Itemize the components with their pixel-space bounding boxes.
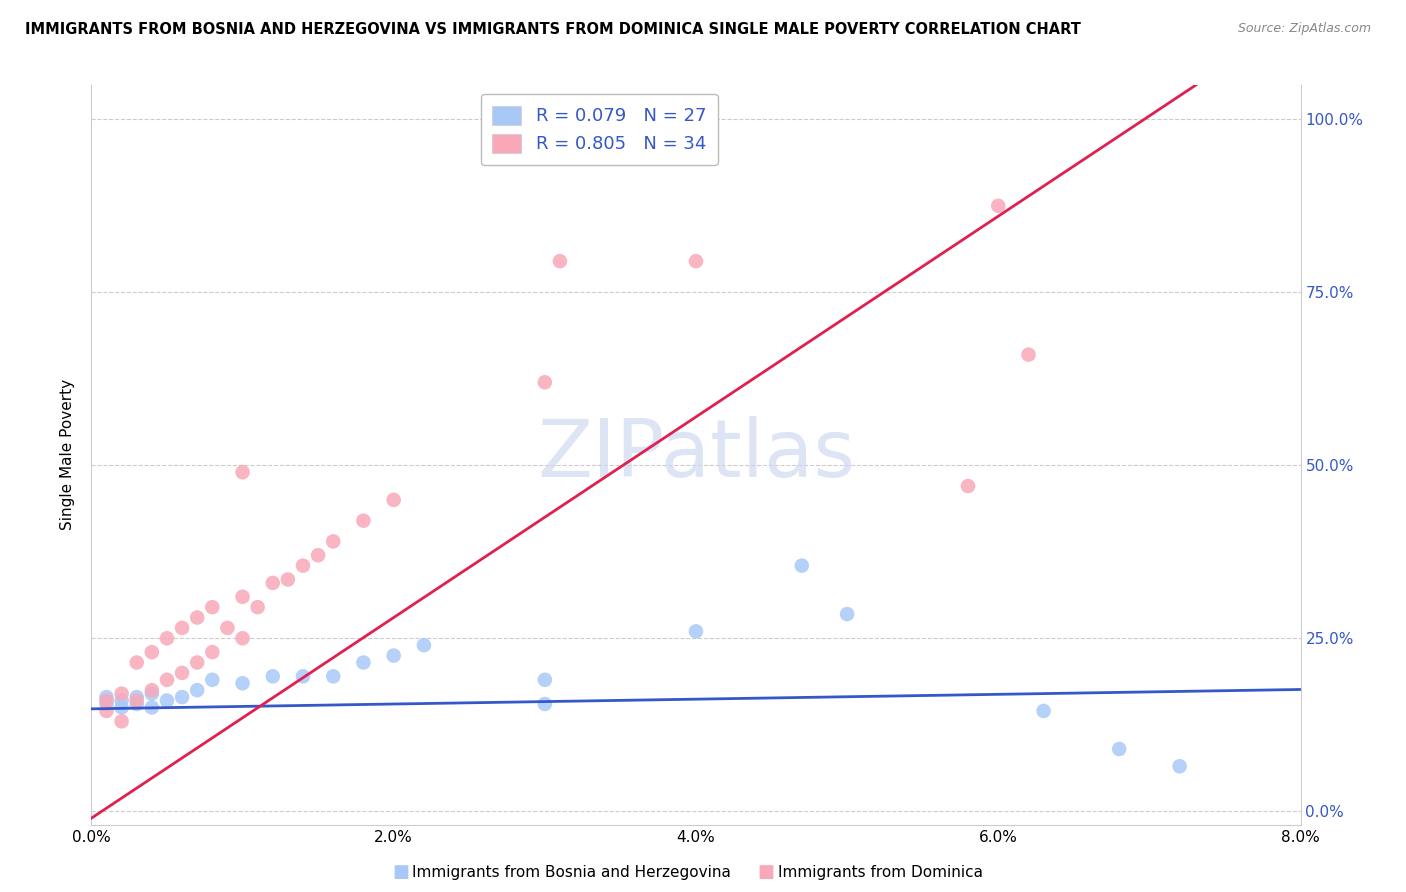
Point bbox=[141, 683, 163, 698]
Point bbox=[533, 673, 555, 687]
Point bbox=[96, 690, 118, 704]
Point bbox=[231, 590, 253, 604]
Point bbox=[262, 576, 284, 591]
Point bbox=[292, 558, 315, 573]
Point bbox=[141, 687, 163, 701]
Point bbox=[125, 690, 148, 704]
Point bbox=[956, 479, 979, 493]
Point bbox=[217, 621, 239, 635]
Text: Immigrants from Dominica: Immigrants from Dominica bbox=[778, 865, 983, 880]
Point bbox=[292, 669, 315, 683]
Text: Source: ZipAtlas.com: Source: ZipAtlas.com bbox=[1237, 22, 1371, 36]
Point bbox=[111, 687, 132, 701]
Point bbox=[186, 656, 208, 670]
Y-axis label: Single Male Poverty: Single Male Poverty bbox=[60, 379, 76, 531]
Point bbox=[111, 714, 132, 729]
Text: ■: ■ bbox=[758, 863, 775, 881]
Point bbox=[231, 632, 253, 646]
Point bbox=[548, 254, 571, 268]
Text: Immigrants from Bosnia and Herzegovina: Immigrants from Bosnia and Herzegovina bbox=[412, 865, 731, 880]
Point bbox=[172, 665, 194, 680]
Point bbox=[987, 199, 1010, 213]
Point bbox=[201, 600, 224, 615]
Point bbox=[322, 669, 344, 683]
Point bbox=[231, 676, 253, 690]
Point bbox=[413, 638, 436, 652]
Point bbox=[1168, 759, 1191, 773]
Point bbox=[111, 693, 132, 707]
Point bbox=[201, 645, 224, 659]
Point bbox=[96, 697, 118, 711]
Point bbox=[790, 558, 813, 573]
Point bbox=[172, 621, 194, 635]
Point bbox=[382, 648, 405, 663]
Point bbox=[96, 704, 118, 718]
Point bbox=[322, 534, 344, 549]
Point bbox=[186, 610, 208, 624]
Legend: R = 0.079   N = 27, R = 0.805   N = 34: R = 0.079 N = 27, R = 0.805 N = 34 bbox=[481, 94, 718, 165]
Point bbox=[186, 683, 208, 698]
Point bbox=[307, 548, 329, 562]
Point bbox=[277, 573, 299, 587]
Point bbox=[201, 673, 224, 687]
Text: ZIPatlas: ZIPatlas bbox=[537, 416, 855, 494]
Point bbox=[533, 376, 555, 390]
Point bbox=[172, 690, 194, 704]
Point bbox=[352, 514, 374, 528]
Point bbox=[141, 700, 163, 714]
Point bbox=[111, 700, 132, 714]
Point bbox=[246, 600, 269, 615]
Point bbox=[835, 607, 858, 621]
Point bbox=[141, 645, 163, 659]
Point bbox=[262, 669, 284, 683]
Point bbox=[1018, 348, 1040, 362]
Point bbox=[156, 673, 179, 687]
Point bbox=[685, 254, 707, 268]
Point bbox=[156, 693, 179, 707]
Text: IMMIGRANTS FROM BOSNIA AND HERZEGOVINA VS IMMIGRANTS FROM DOMINICA SINGLE MALE P: IMMIGRANTS FROM BOSNIA AND HERZEGOVINA V… bbox=[25, 22, 1081, 37]
Point bbox=[156, 632, 179, 646]
Text: ■: ■ bbox=[392, 863, 409, 881]
Point bbox=[685, 624, 707, 639]
Point bbox=[382, 492, 405, 507]
Point bbox=[1108, 742, 1130, 756]
Point bbox=[352, 656, 374, 670]
Point bbox=[125, 656, 148, 670]
Point bbox=[1032, 704, 1054, 718]
Point bbox=[125, 697, 148, 711]
Point bbox=[231, 465, 253, 479]
Point bbox=[125, 693, 148, 707]
Point bbox=[96, 693, 118, 707]
Point bbox=[533, 697, 555, 711]
